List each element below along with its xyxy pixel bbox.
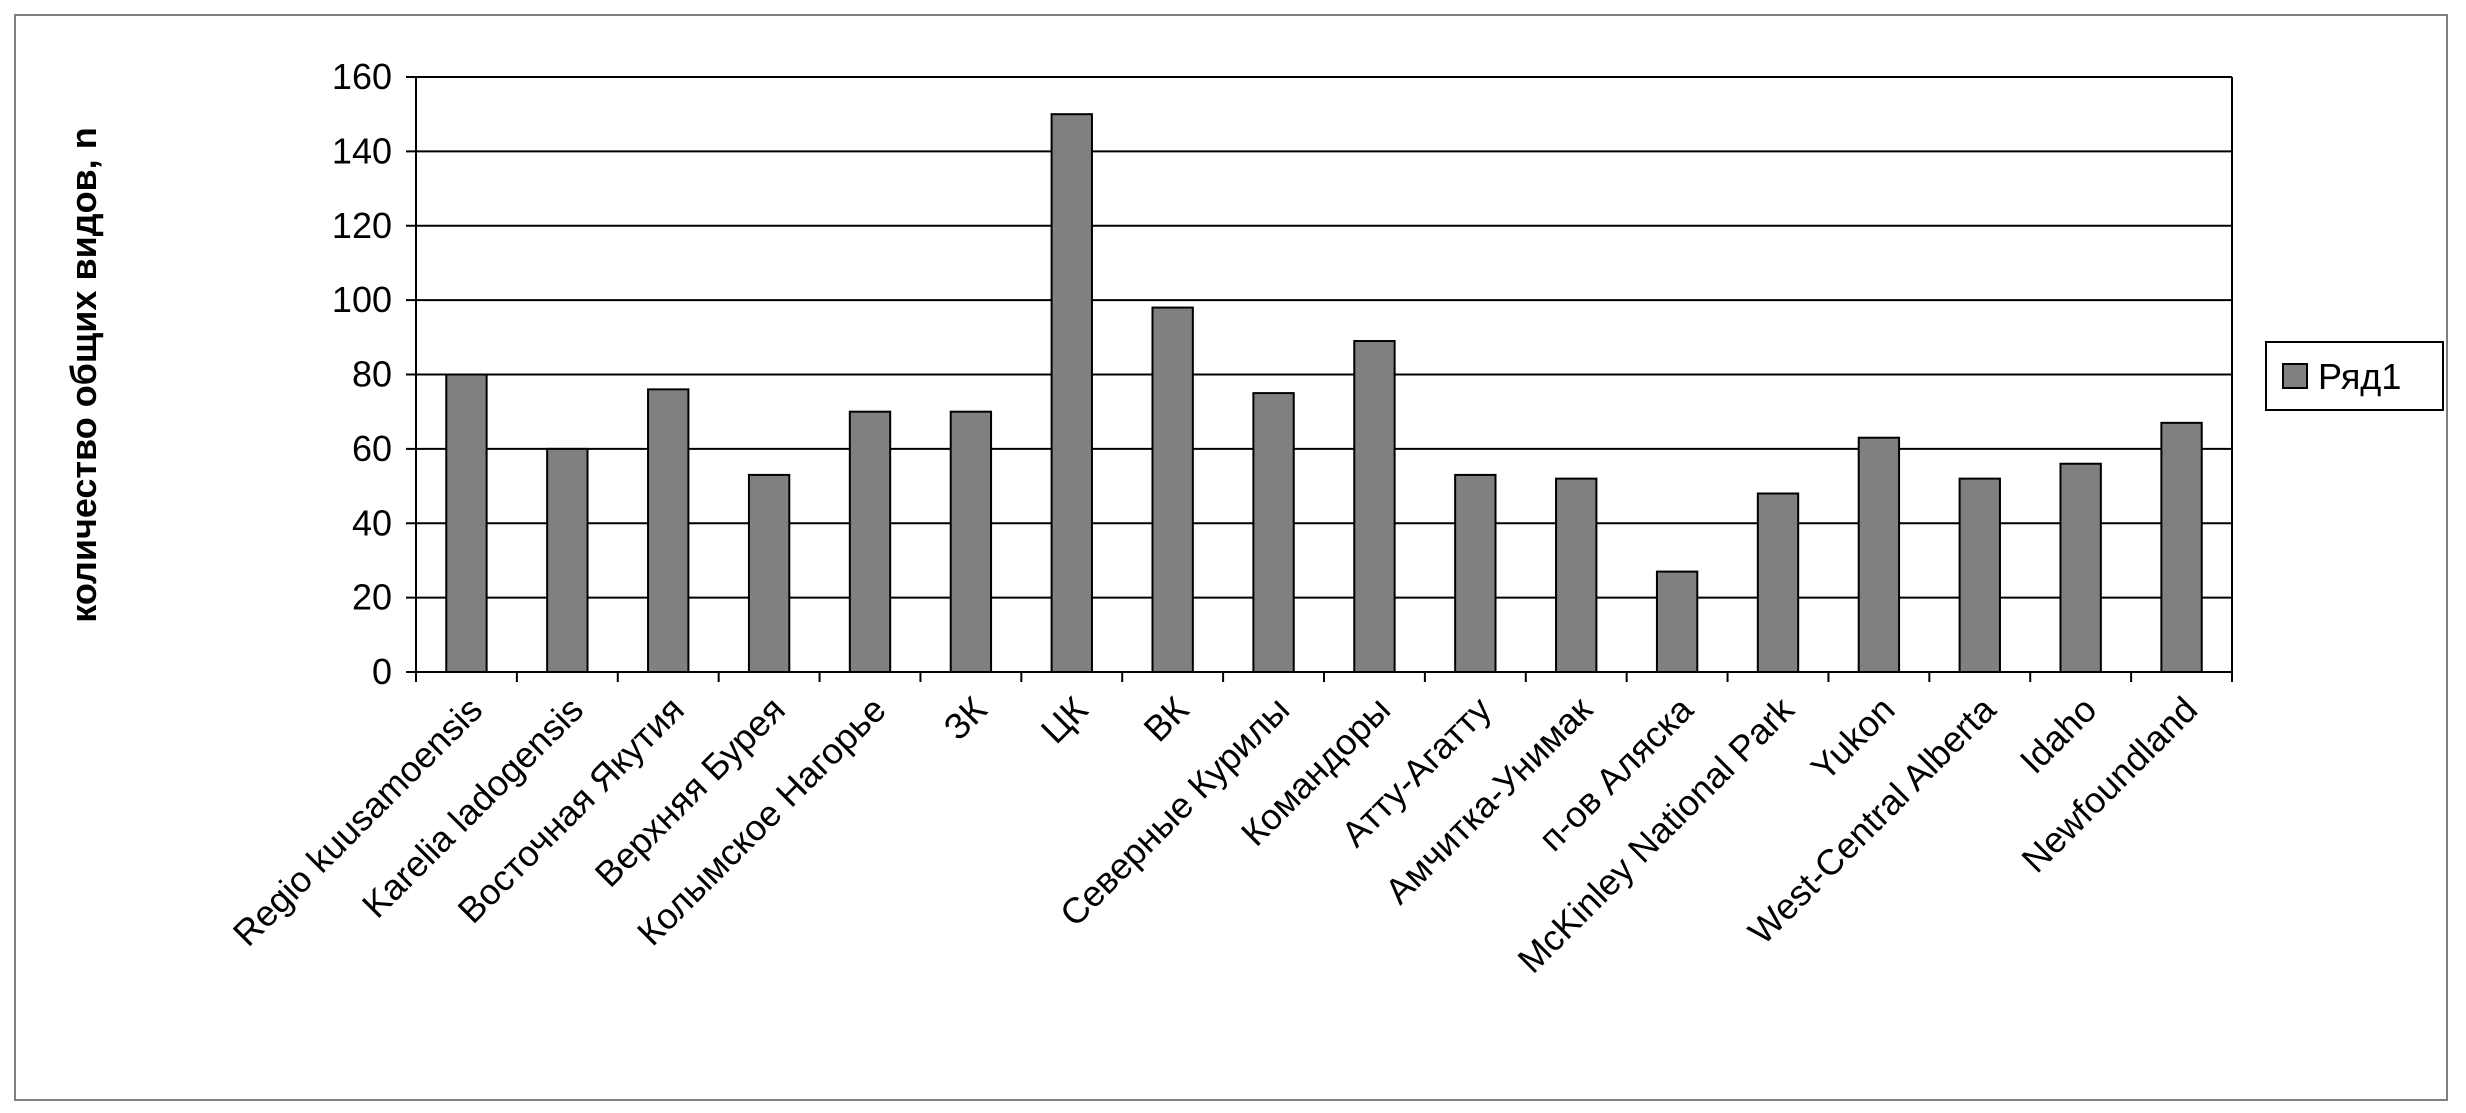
bar-17 bbox=[2059, 462, 2102, 673]
legend-swatch bbox=[2282, 363, 2308, 389]
axes bbox=[406, 76, 2233, 682]
y-axis-title: количество общих видов, n bbox=[63, 127, 104, 622]
y-tick-label: 80 bbox=[352, 354, 392, 395]
y-tick-label: 40 bbox=[352, 502, 392, 543]
bar-5 bbox=[848, 410, 892, 673]
bar-15 bbox=[1857, 436, 1901, 673]
x-category-label: ЦК bbox=[1033, 689, 1096, 752]
bar-9 bbox=[1252, 392, 1295, 673]
bar-12 bbox=[1555, 477, 1598, 673]
bar-7 bbox=[1050, 113, 1093, 673]
y-tick-label: 60 bbox=[352, 428, 392, 469]
bar-11 bbox=[1454, 473, 1497, 673]
bar-2 bbox=[546, 447, 589, 673]
bar-18 bbox=[2160, 421, 2203, 673]
bar-series bbox=[445, 113, 2203, 673]
bar-1 bbox=[445, 373, 488, 673]
bar-3 bbox=[647, 388, 690, 673]
x-category-label: Yukon bbox=[1803, 689, 1903, 789]
chart-frame bbox=[14, 14, 2448, 1101]
bar-14 bbox=[1756, 492, 1800, 673]
y-tick-label: 20 bbox=[352, 577, 392, 618]
y-tick-label: 0 bbox=[372, 651, 392, 692]
x-category-label: Newfoundland bbox=[2013, 689, 2205, 881]
legend: Ряд1 bbox=[2265, 341, 2444, 411]
legend-label: Ряд1 bbox=[2318, 356, 2401, 397]
y-tick-label: 100 bbox=[332, 279, 392, 320]
x-category-label: Idaho bbox=[2012, 689, 2105, 782]
y-tick-labels: 0 20 40 60 80 100 120 140 160 bbox=[332, 56, 392, 692]
bar-8 bbox=[1151, 306, 1194, 673]
bar-10 bbox=[1353, 340, 1396, 673]
bar-6 bbox=[949, 410, 993, 673]
y-tick-label: 160 bbox=[332, 56, 392, 97]
bar-13 bbox=[1655, 570, 1699, 673]
bar-16 bbox=[1958, 477, 2001, 673]
x-category-label: ЗК bbox=[935, 689, 994, 748]
bar-4 bbox=[747, 473, 791, 673]
x-category-label: ВК bbox=[1136, 689, 1197, 750]
y-tick-label: 120 bbox=[332, 205, 392, 246]
y-tick-label: 140 bbox=[332, 130, 392, 171]
